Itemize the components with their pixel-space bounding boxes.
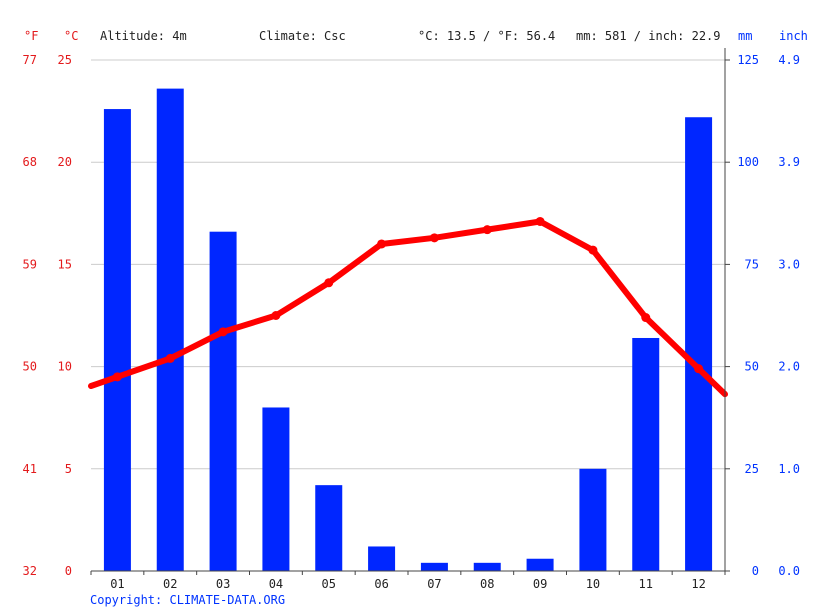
celsius-tick-label: 20 xyxy=(58,155,72,169)
temperature-point xyxy=(377,239,387,249)
precipitation-bar xyxy=(632,337,660,571)
temperature-line xyxy=(88,216,728,398)
month-tick-label: 10 xyxy=(586,577,600,591)
fahrenheit-tick-label: 41 xyxy=(23,462,37,476)
precipitation-bars xyxy=(103,88,713,572)
temperature-line-path xyxy=(88,218,728,398)
precipitation-bar xyxy=(103,109,131,571)
temperature-point xyxy=(218,327,228,337)
temperature-point xyxy=(482,225,492,235)
temperature-point xyxy=(165,353,175,363)
precipitation-bar xyxy=(209,231,237,572)
copyright-link[interactable]: Copyright: CLIMATE-DATA.ORG xyxy=(90,593,285,607)
month-tick-label: 07 xyxy=(427,577,441,591)
precipitation-bar xyxy=(526,558,554,571)
unit-celsius-label: °C xyxy=(64,29,78,43)
fahrenheit-tick-label: 32 xyxy=(23,564,37,578)
temperature-point xyxy=(535,216,545,226)
temperature-point xyxy=(429,233,439,243)
mm-tick-label: 25 xyxy=(745,462,759,476)
inch-tick-label: 3.0 xyxy=(778,257,800,271)
precipitation-bar xyxy=(315,485,343,571)
celsius-tick-label: 15 xyxy=(58,257,72,271)
grid-lines xyxy=(91,59,725,470)
precipitation-bar xyxy=(262,407,290,571)
temperature-point xyxy=(641,313,651,323)
temperature-point xyxy=(588,245,598,255)
month-tick-label: 03 xyxy=(216,577,230,591)
inch-tick-label: 0.0 xyxy=(778,564,800,578)
month-tick-label: 01 xyxy=(110,577,124,591)
mm-tick-label: 100 xyxy=(737,155,759,169)
temperature-point xyxy=(112,372,122,382)
month-tick-label: 11 xyxy=(639,577,653,591)
unit-mm-label: mm xyxy=(738,29,752,43)
precipitation-bar xyxy=(685,117,713,572)
month-tick-label: 09 xyxy=(533,577,547,591)
precipitation-bar xyxy=(420,562,448,571)
inch-tick-label: 2.0 xyxy=(778,360,800,374)
inch-tick-label: 1.0 xyxy=(778,462,800,476)
temperature-point xyxy=(271,311,281,320)
precipitation-bar xyxy=(368,546,396,571)
month-tick-label: 08 xyxy=(480,577,494,591)
tick-labels: 32 0 41 5 50 10 59 15 68 20 77 25 0 0.0 25 1.0 50 2.0 75 3.… xyxy=(23,53,800,591)
month-tick-label: 12 xyxy=(691,577,705,591)
celsius-tick-label: 25 xyxy=(58,53,72,67)
temperature-average-label: °C: 13.5 / °F: 56.4 xyxy=(418,29,555,43)
inch-tick-label: 4.9 xyxy=(778,53,800,67)
fahrenheit-tick-label: 50 xyxy=(23,360,37,374)
mm-tick-label: 75 xyxy=(745,257,759,271)
precipitation-bar xyxy=(473,562,501,571)
mm-tick-label: 50 xyxy=(745,360,759,374)
unit-inch-label: inch xyxy=(779,29,808,43)
mm-tick-label: 125 xyxy=(737,53,759,67)
axes xyxy=(90,48,730,575)
month-tick-label: 04 xyxy=(269,577,283,591)
fahrenheit-tick-label: 77 xyxy=(23,53,37,67)
month-tick-label: 06 xyxy=(374,577,388,591)
precipitation-average-label: mm: 581 / inch: 22.9 xyxy=(576,29,721,43)
celsius-tick-label: 10 xyxy=(58,360,72,374)
unit-fahrenheit-label: °F xyxy=(24,29,38,43)
precipitation-bar xyxy=(156,88,184,571)
temperature-point xyxy=(694,364,704,374)
altitude-label: Altitude: 4m xyxy=(100,29,187,43)
month-tick-label: 02 xyxy=(163,577,177,591)
fahrenheit-tick-label: 68 xyxy=(23,155,37,169)
month-tick-label: 05 xyxy=(322,577,336,591)
fahrenheit-tick-label: 59 xyxy=(23,257,37,271)
climate-label: Climate: Csc xyxy=(259,29,346,43)
celsius-tick-label: 0 xyxy=(65,564,72,578)
mm-tick-label: 0 xyxy=(752,564,759,578)
temperature-point xyxy=(324,278,334,288)
precipitation-bar xyxy=(579,468,607,571)
inch-tick-label: 3.9 xyxy=(778,155,800,169)
celsius-tick-label: 5 xyxy=(65,462,72,476)
